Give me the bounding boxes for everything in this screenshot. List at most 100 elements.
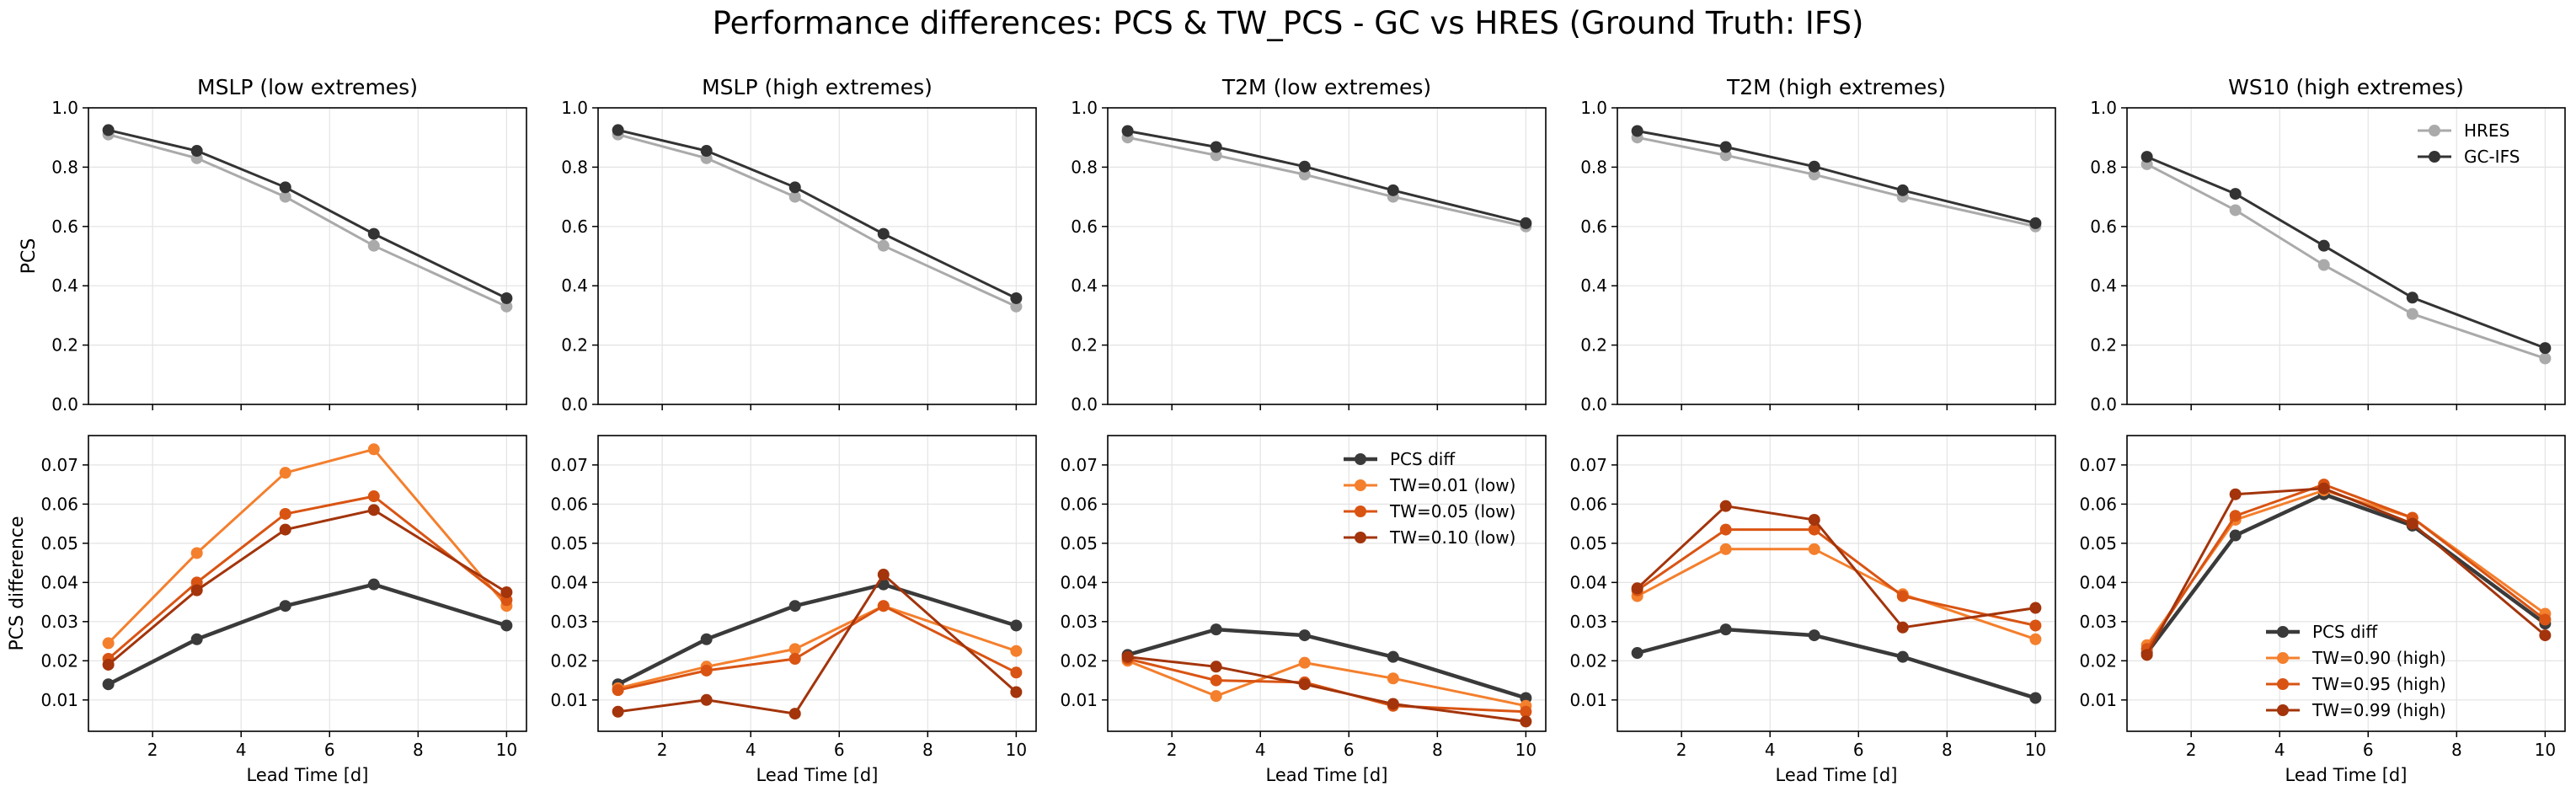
- y-tick-label: 0.03: [2079, 612, 2117, 632]
- legend-label: TW=0.95 (high): [2311, 674, 2446, 694]
- data-point: [279, 507, 291, 520]
- y-tick-label: 1.0: [2090, 98, 2117, 118]
- legend-marker: [2277, 652, 2289, 664]
- x-tick-label: 6: [2363, 740, 2374, 760]
- figure-title: Performance differences: PCS & TW_PCS - …: [712, 5, 1864, 41]
- y-tick-label: 0.4: [561, 275, 588, 296]
- data-point: [877, 569, 890, 581]
- axes-frame: [597, 107, 1037, 405]
- y-axis-label-top: PCS: [19, 238, 40, 275]
- data-point: [102, 124, 115, 136]
- data-point: [1896, 590, 1909, 602]
- data-point: [788, 643, 801, 655]
- y-tick-label: 0.2: [51, 335, 78, 356]
- series-gc-ifs: [2140, 151, 2552, 355]
- data-point: [788, 181, 801, 194]
- data-point: [1719, 623, 1732, 636]
- data-point: [700, 664, 713, 677]
- data-point: [279, 600, 291, 612]
- data-point: [1520, 217, 1532, 229]
- series-pcs-diff: [102, 578, 513, 691]
- data-point: [1210, 661, 1222, 673]
- y-tick-label: 0.0: [2090, 394, 2117, 415]
- x-tick-label: 6: [834, 740, 845, 760]
- data-point: [1121, 650, 1134, 663]
- y-tick-label: 0.2: [1580, 335, 1607, 356]
- y-tick-label: 0.4: [51, 275, 78, 296]
- y-tick-label: 0.04: [550, 572, 588, 592]
- legend-marker: [2277, 626, 2289, 638]
- series-tw-0-99-high-: [2140, 482, 2552, 661]
- y-tick-label: 0.06: [550, 494, 588, 514]
- data-point: [2029, 602, 2042, 614]
- data-point: [1387, 698, 1399, 710]
- y-tick-label: 0.02: [1569, 650, 1607, 671]
- series-line: [1636, 528, 2036, 627]
- series-tw-0-10-low-: [102, 504, 513, 671]
- data-point: [367, 227, 380, 240]
- data-point: [1298, 629, 1311, 642]
- y-tick-label: 0.07: [1060, 455, 1098, 475]
- x-tick-label: 6: [324, 740, 335, 760]
- x-tick-label: 4: [236, 740, 247, 760]
- data-point: [1808, 513, 1820, 526]
- y-tick-label: 0.2: [2090, 335, 2117, 356]
- y-tick-label: 0.03: [550, 612, 588, 632]
- y-tick-label: 0.0: [561, 394, 588, 415]
- legend-bottom: PCS diff TW=0.01 (low) TW=0.05 (low) TW=0.1…: [1344, 449, 1515, 548]
- series-line: [1637, 627, 2037, 700]
- data-point: [1719, 543, 1732, 555]
- data-point: [1387, 184, 1399, 196]
- series-line: [617, 582, 1018, 687]
- data-point: [1719, 523, 1732, 536]
- y-tick-label: 0.6: [561, 217, 588, 237]
- legend-bottom: PCS diff TW=0.90 (high) TW=0.95 (high) TW=0…: [2266, 622, 2446, 720]
- data-point: [1387, 650, 1399, 663]
- x-tick-label: 10: [2025, 740, 2046, 760]
- data-point: [279, 190, 291, 203]
- y-tick-label: 1.0: [51, 98, 78, 118]
- y-tick-label: 0.05: [550, 533, 588, 554]
- data-point: [700, 145, 713, 158]
- y-tick-label: 0.6: [51, 217, 78, 237]
- data-point: [2029, 217, 2042, 229]
- y-tick-label: 0.02: [40, 650, 78, 671]
- data-point: [612, 124, 624, 136]
- y-tick-label: 1.0: [1071, 98, 1098, 118]
- data-point: [788, 708, 801, 720]
- series-line: [1636, 548, 2036, 641]
- y-tick-label: 0.2: [561, 335, 588, 356]
- data-point: [367, 239, 380, 252]
- data-point: [367, 490, 380, 503]
- y-tick-label: 0.8: [561, 157, 588, 177]
- y-tick-label: 0.04: [1569, 572, 1607, 592]
- x-tick-label: 10: [496, 740, 517, 760]
- x-axis-label: Lead Time [d]: [1266, 765, 1388, 785]
- series-hres: [1121, 131, 1532, 233]
- data-point: [1808, 543, 1820, 555]
- x-tick-label: 8: [1942, 740, 1953, 760]
- data-point: [1210, 141, 1222, 153]
- series-tw-0-05-low-: [102, 490, 513, 665]
- legend-label: TW=0.90 (high): [2311, 648, 2446, 668]
- x-tick-label: 2: [1167, 740, 1178, 760]
- series-hres: [612, 128, 1023, 313]
- data-point: [102, 678, 115, 691]
- y-tick-label: 0.4: [2090, 275, 2117, 296]
- panel-1-bottom-axes: 0.01 0.02 0.03 0.04 0.05 0.06 0.07 2 4 6 8 10 Lead T…: [40, 435, 527, 785]
- panel-title-2: MSLP (high extremes): [702, 75, 933, 99]
- data-point: [2229, 488, 2242, 500]
- series-tw-0-99-high-: [1631, 500, 2042, 634]
- series-line: [107, 508, 508, 666]
- data-point: [1210, 623, 1222, 636]
- y-tick-label: 0.07: [550, 455, 588, 475]
- series-line: [1127, 130, 1526, 225]
- data-point: [1010, 666, 1023, 679]
- y-tick-label: 0.6: [2090, 217, 2117, 237]
- data-point: [1808, 629, 1820, 642]
- data-point: [2539, 629, 2552, 642]
- data-point: [1719, 500, 1732, 512]
- y-tick-label: 0.01: [40, 690, 78, 710]
- y-tick-label: 0.8: [1071, 157, 1098, 177]
- series-line: [108, 133, 508, 308]
